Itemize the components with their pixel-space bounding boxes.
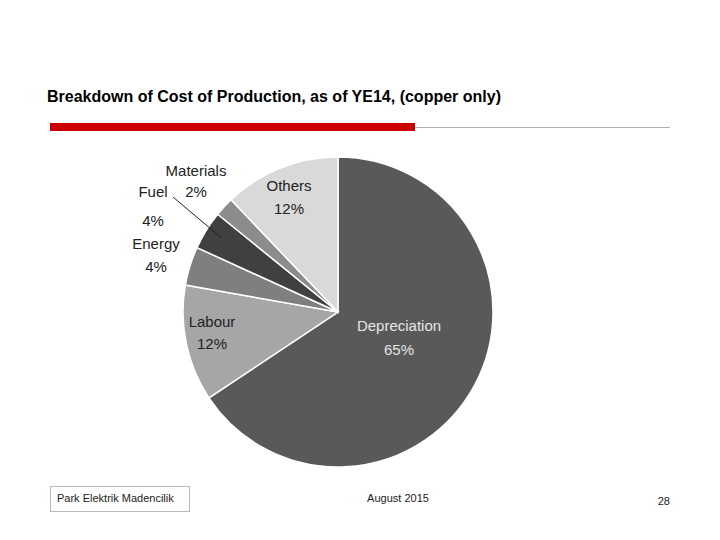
- html-text:Breakdown of Cost of Productio: Breakdown of Cost of Production, as of Y…: [47, 88, 501, 105]
- svg-text:Labour: Labour: [189, 313, 236, 330]
- html-text:28: 28: [657, 495, 670, 507]
- svg-text:Materials: Materials: [166, 162, 227, 179]
- svg-text:Depreciation: Depreciation: [357, 317, 441, 334]
- svg-text:12%: 12%: [197, 335, 227, 352]
- html-text:August 2015: August 2015: [367, 492, 429, 504]
- svg-text:2%: 2%: [185, 183, 207, 200]
- svg-text:Fuel: Fuel: [138, 183, 167, 200]
- svg-text:Others: Others: [266, 177, 311, 194]
- svg-text:4%: 4%: [142, 212, 164, 229]
- svg-text:4%: 4%: [145, 258, 167, 275]
- svg-text:12%: 12%: [274, 200, 304, 217]
- svg-text:Energy: Energy: [132, 235, 180, 252]
- html-text:Park Elektrik Madencilik: Park Elektrik Madencilik: [57, 492, 174, 504]
- svg-text:65%: 65%: [384, 341, 414, 358]
